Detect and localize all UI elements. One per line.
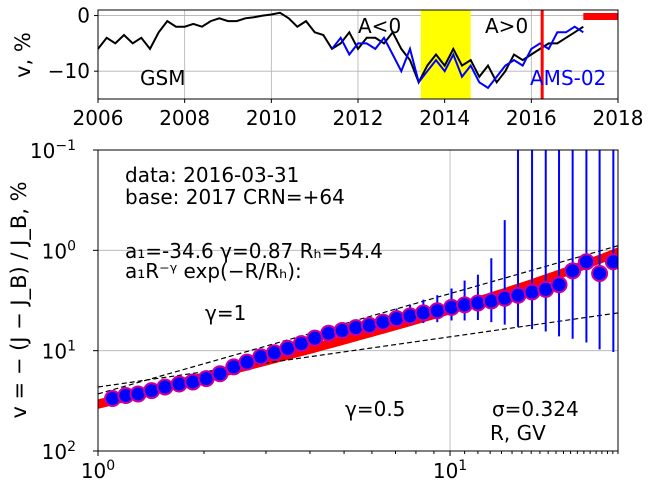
top-xtick-label: 2016	[506, 106, 557, 130]
data-point	[320, 324, 338, 342]
bottom-ticks: 100 101 10−1 100 101 102	[30, 138, 619, 483]
data-point	[333, 322, 351, 340]
top-panel: 2006 2008 2010 2012 2014 2016 2018 0 −10 GSM AMS…	[11, 4, 643, 130]
gsm-label: GSM	[140, 66, 185, 90]
data-point	[211, 365, 229, 383]
data-point	[428, 302, 446, 320]
bottom-panel: 100 101 10−1 100 101 102 data: 2016-03-31 bas…	[7, 138, 619, 483]
bottom-xtick-label: 101	[433, 458, 467, 483]
bottom-ylabel: v = − (J − J_B) / J_B, %	[7, 181, 32, 418]
top-xtick-label: 2012	[333, 106, 384, 130]
data-point	[347, 319, 365, 337]
top-xtick-label: 2014	[419, 106, 470, 130]
data-point	[550, 276, 568, 294]
data-point	[360, 316, 378, 334]
data-point	[509, 286, 527, 304]
a-neg-label: A<0	[358, 14, 401, 38]
data-point	[523, 283, 541, 301]
shaded-band	[420, 10, 471, 99]
ams-label: AMS-02	[530, 66, 606, 90]
series-line-gsm	[97, 11, 584, 85]
base-text: base: 2017 CRN=+64	[125, 185, 345, 209]
top-xtick-label: 2010	[246, 106, 297, 130]
data-point	[577, 253, 595, 271]
data-point	[604, 253, 618, 271]
data-point	[591, 264, 609, 282]
top-xtick-label: 2008	[159, 106, 210, 130]
a-pos-label: A>0	[485, 14, 528, 38]
bottom-ytick-label: 100	[42, 238, 76, 263]
gamma1-label: γ=1	[205, 301, 246, 325]
top-xtick-label: 2018	[593, 106, 644, 130]
data-point	[170, 375, 188, 393]
bottom-ytick-label: 10−1	[30, 138, 76, 163]
data-point	[414, 304, 432, 322]
bottom-frame	[97, 149, 619, 452]
sigma-label: σ=0.324	[492, 397, 579, 421]
bottom-ytick-label: 101	[42, 339, 76, 364]
data-point	[388, 310, 406, 328]
data-point	[564, 262, 582, 280]
bottom-xtick-label: 100	[81, 458, 115, 483]
data-point	[482, 292, 500, 310]
params-text: a₁=-34.6 γ=0.87 Rₕ=54.4	[125, 239, 383, 263]
data-point	[238, 353, 256, 371]
data-point	[306, 329, 324, 347]
data-point	[156, 378, 174, 396]
xlabel: R, GV	[490, 421, 546, 445]
gamma05-label: γ=0.5	[345, 397, 405, 421]
bottom-ytick-label: 102	[42, 439, 76, 464]
data-point	[374, 313, 392, 331]
base-bar	[583, 13, 618, 20]
top-ytick-label: 0	[77, 4, 90, 28]
top-ytick-label: −10	[48, 59, 90, 83]
top-ylabel: v, %	[11, 32, 35, 78]
top-xtick-label: 2006	[73, 106, 124, 130]
date-text: data: 2016-03-31	[125, 163, 299, 187]
data-points	[104, 253, 618, 408]
formula-text: a₁R⁻ᵞ exp(−R/Rₕ):	[125, 259, 302, 283]
top-ticks: 2006 2008 2010 2012 2014 2016 2018 0 −10	[48, 4, 644, 130]
